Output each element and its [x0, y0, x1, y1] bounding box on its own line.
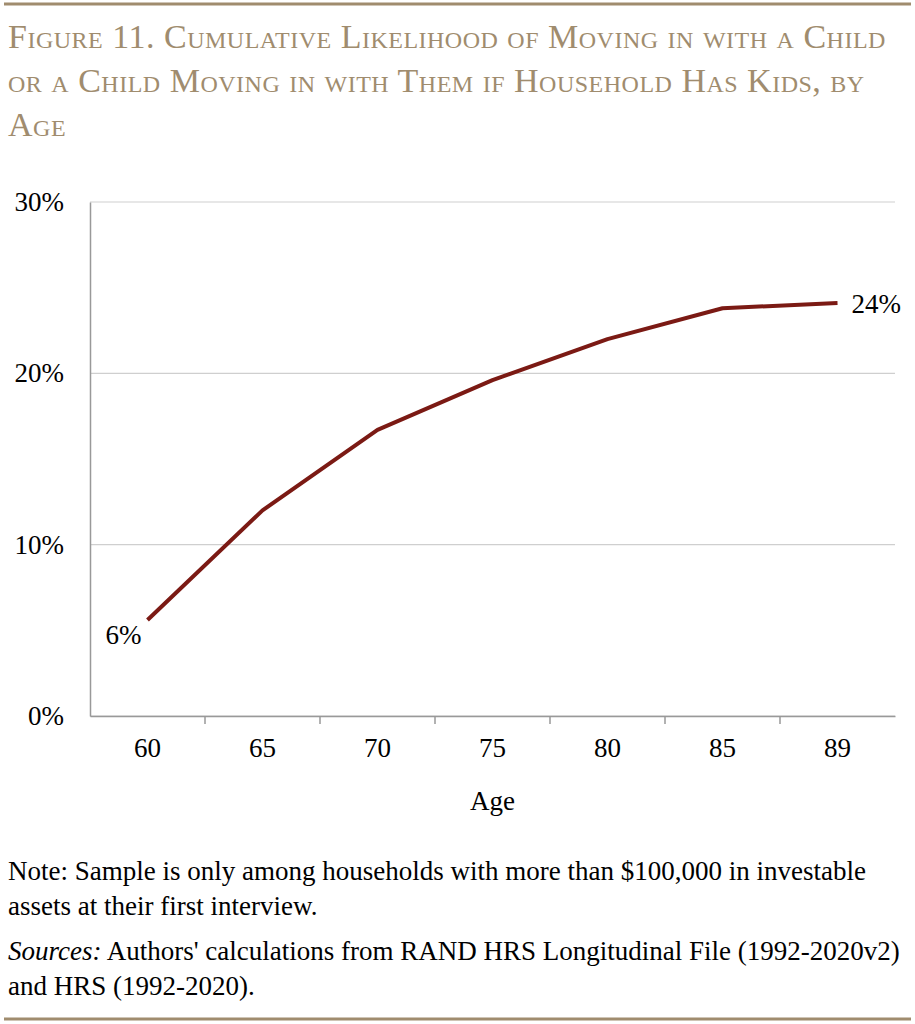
x-axis-line — [91, 716, 896, 718]
x-boundary-ticks — [205, 716, 780, 724]
note: Note: Sample is only among households wi… — [8, 856, 866, 921]
x-tick: 70 — [364, 716, 391, 763]
x-boundary-tick — [319, 716, 321, 724]
y-tick-label: 30% — [15, 187, 65, 217]
y-tick: 30% — [15, 187, 91, 217]
y-tick: 20% — [15, 358, 91, 388]
x-tick: 65 — [249, 716, 276, 763]
x-tick: 75 — [479, 716, 506, 763]
x-axis: 60 65 70 75 80 85 89 — [91, 716, 896, 763]
source-line: and HRS (1992-2020). — [8, 971, 255, 1001]
data-label: 6% — [106, 620, 142, 650]
x-tick-label: 70 — [364, 733, 391, 763]
x-tick: 89 — [824, 716, 851, 763]
grid-line — [90, 715, 895, 716]
x-tick-label: 85 — [709, 733, 736, 763]
x-tick-label: 80 — [594, 733, 621, 763]
x-tick-label: 65 — [249, 733, 276, 763]
x-tick-label: 89 — [824, 733, 851, 763]
grid — [90, 202, 895, 716]
top-rule — [4, 3, 911, 6]
grid-line — [90, 201, 895, 202]
data-line — [148, 303, 838, 620]
y-tick-label: 10% — [15, 530, 65, 560]
source: Sources: Authors' calculations from RAND… — [8, 936, 900, 1001]
source-line: Sources: Authors' calculations from RAND… — [8, 936, 900, 966]
x-tick-label: 60 — [134, 733, 161, 763]
chart: Figure 11. Cumulative Likelihood of Movi… — [0, 0, 915, 1024]
y-tick: 10% — [15, 530, 91, 560]
y-tick-label: 0% — [28, 701, 64, 731]
x-boundary-tick — [434, 716, 436, 724]
x-tick: 85 — [709, 716, 736, 763]
note-line: assets at their first interview. — [8, 891, 317, 921]
x-boundary-tick — [664, 716, 666, 724]
title-line: Age — [8, 106, 66, 143]
marks — [148, 303, 838, 620]
source-label: Sources: — [8, 936, 101, 966]
x-boundary-tick — [779, 716, 781, 724]
x-axis-title: Age — [470, 786, 515, 816]
y-axis-line — [90, 203, 92, 717]
data-labels: 6% 24% — [106, 289, 902, 650]
x-boundary-tick — [549, 716, 551, 724]
bottom-rule — [4, 1018, 911, 1021]
data-label: 24% — [852, 289, 902, 319]
title-line: Figure 11. Cumulative Likelihood of Movi… — [8, 18, 886, 55]
x-tick: 60 — [134, 716, 161, 763]
source-text: Authors' calculations from RAND HRS Long… — [101, 936, 899, 966]
title-line: or a Child Moving in with Them if Househ… — [8, 62, 865, 99]
x-boundary-tick — [204, 716, 206, 724]
y-axis: 0% 10% 20% 30% — [15, 187, 91, 731]
title: Figure 11. Cumulative Likelihood of Movi… — [8, 18, 886, 143]
note-line: Note: Sample is only among households wi… — [8, 856, 866, 886]
y-tick-label: 20% — [15, 358, 65, 388]
grid-line — [90, 544, 895, 545]
y-tick: 0% — [28, 701, 90, 731]
x-tick-label: 75 — [479, 733, 506, 763]
x-tick: 80 — [594, 716, 621, 763]
grid-line — [90, 373, 895, 374]
